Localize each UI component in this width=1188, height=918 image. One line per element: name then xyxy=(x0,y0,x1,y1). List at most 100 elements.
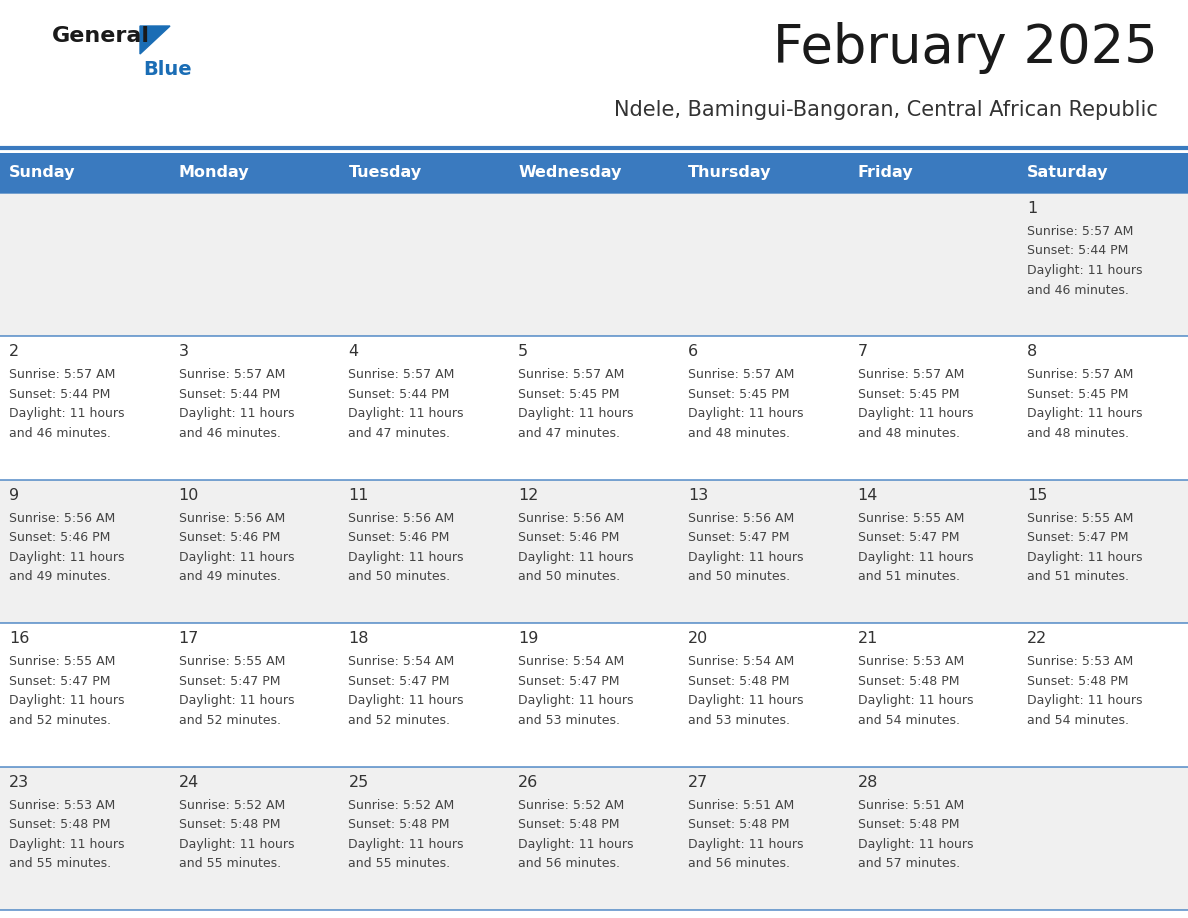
Bar xyxy=(0,623,1188,767)
Text: Daylight: 11 hours: Daylight: 11 hours xyxy=(518,837,633,851)
Text: 14: 14 xyxy=(858,487,878,503)
Bar xyxy=(0,480,1188,623)
Text: and 49 minutes.: and 49 minutes. xyxy=(10,570,110,583)
Bar xyxy=(0,193,1188,336)
Bar xyxy=(0,767,1188,910)
Text: Daylight: 11 hours: Daylight: 11 hours xyxy=(518,408,633,420)
Text: 12: 12 xyxy=(518,487,538,503)
Text: Sunrise: 5:57 AM: Sunrise: 5:57 AM xyxy=(688,368,795,381)
Text: Sunset: 5:44 PM: Sunset: 5:44 PM xyxy=(178,388,280,401)
Text: 9: 9 xyxy=(10,487,19,503)
Text: 15: 15 xyxy=(1028,487,1048,503)
Text: Sunrise: 5:53 AM: Sunrise: 5:53 AM xyxy=(858,655,963,668)
Text: Sunset: 5:45 PM: Sunset: 5:45 PM xyxy=(858,388,959,401)
Text: and 46 minutes.: and 46 minutes. xyxy=(1028,284,1129,297)
Text: and 55 minutes.: and 55 minutes. xyxy=(10,857,112,870)
Text: and 52 minutes.: and 52 minutes. xyxy=(178,713,280,727)
Text: Sunset: 5:47 PM: Sunset: 5:47 PM xyxy=(10,675,110,688)
Text: 18: 18 xyxy=(348,632,369,646)
Text: Sunrise: 5:54 AM: Sunrise: 5:54 AM xyxy=(518,655,625,668)
Text: Sunset: 5:46 PM: Sunset: 5:46 PM xyxy=(10,532,110,544)
Text: Sunset: 5:48 PM: Sunset: 5:48 PM xyxy=(688,675,789,688)
Text: Sunrise: 5:51 AM: Sunrise: 5:51 AM xyxy=(688,799,794,812)
Polygon shape xyxy=(140,26,170,54)
Text: Wednesday: Wednesday xyxy=(518,165,621,181)
Text: Sunset: 5:47 PM: Sunset: 5:47 PM xyxy=(178,675,280,688)
Text: 8: 8 xyxy=(1028,344,1037,360)
Text: Sunrise: 5:57 AM: Sunrise: 5:57 AM xyxy=(178,368,285,381)
Text: Sunset: 5:47 PM: Sunset: 5:47 PM xyxy=(858,532,959,544)
Text: Sunrise: 5:51 AM: Sunrise: 5:51 AM xyxy=(858,799,963,812)
Text: Sunrise: 5:56 AM: Sunrise: 5:56 AM xyxy=(178,512,285,525)
Text: Tuesday: Tuesday xyxy=(348,165,422,181)
Text: Sunrise: 5:52 AM: Sunrise: 5:52 AM xyxy=(518,799,625,812)
Text: Sunrise: 5:57 AM: Sunrise: 5:57 AM xyxy=(1028,368,1133,381)
Text: Sunset: 5:48 PM: Sunset: 5:48 PM xyxy=(1028,675,1129,688)
Text: and 47 minutes.: and 47 minutes. xyxy=(518,427,620,440)
Text: and 48 minutes.: and 48 minutes. xyxy=(688,427,790,440)
Text: Sunset: 5:45 PM: Sunset: 5:45 PM xyxy=(518,388,620,401)
Text: Sunset: 5:48 PM: Sunset: 5:48 PM xyxy=(348,818,450,831)
Text: 17: 17 xyxy=(178,632,200,646)
Text: 22: 22 xyxy=(1028,632,1048,646)
Text: Sunrise: 5:57 AM: Sunrise: 5:57 AM xyxy=(1028,225,1133,238)
Text: Blue: Blue xyxy=(143,60,191,79)
Bar xyxy=(340,153,510,193)
Text: Sunrise: 5:57 AM: Sunrise: 5:57 AM xyxy=(348,368,455,381)
Text: and 52 minutes.: and 52 minutes. xyxy=(10,713,110,727)
Text: 2: 2 xyxy=(10,344,19,360)
Text: Daylight: 11 hours: Daylight: 11 hours xyxy=(858,408,973,420)
Text: Sunset: 5:48 PM: Sunset: 5:48 PM xyxy=(858,818,959,831)
Bar xyxy=(678,153,848,193)
Text: Sunset: 5:48 PM: Sunset: 5:48 PM xyxy=(518,818,620,831)
Text: Daylight: 11 hours: Daylight: 11 hours xyxy=(348,551,465,564)
Text: 25: 25 xyxy=(348,775,368,789)
Text: Sunrise: 5:56 AM: Sunrise: 5:56 AM xyxy=(10,512,115,525)
Text: 5: 5 xyxy=(518,344,529,360)
Text: and 52 minutes.: and 52 minutes. xyxy=(348,713,450,727)
Bar xyxy=(0,336,1188,480)
Text: Daylight: 11 hours: Daylight: 11 hours xyxy=(10,408,125,420)
Text: and 48 minutes.: and 48 minutes. xyxy=(1028,427,1130,440)
Text: Sunrise: 5:57 AM: Sunrise: 5:57 AM xyxy=(10,368,115,381)
Text: Sunrise: 5:56 AM: Sunrise: 5:56 AM xyxy=(518,512,625,525)
Text: 4: 4 xyxy=(348,344,359,360)
Text: and 56 minutes.: and 56 minutes. xyxy=(518,857,620,870)
Text: Daylight: 11 hours: Daylight: 11 hours xyxy=(1028,264,1143,277)
Text: Daylight: 11 hours: Daylight: 11 hours xyxy=(858,837,973,851)
Text: Sunset: 5:47 PM: Sunset: 5:47 PM xyxy=(518,675,620,688)
Text: Sunrise: 5:57 AM: Sunrise: 5:57 AM xyxy=(858,368,963,381)
Text: and 53 minutes.: and 53 minutes. xyxy=(688,713,790,727)
Text: and 55 minutes.: and 55 minutes. xyxy=(178,857,280,870)
Text: Sunset: 5:44 PM: Sunset: 5:44 PM xyxy=(10,388,110,401)
Text: Daylight: 11 hours: Daylight: 11 hours xyxy=(348,837,465,851)
Bar xyxy=(510,153,678,193)
Text: and 49 minutes.: and 49 minutes. xyxy=(178,570,280,583)
Text: Daylight: 11 hours: Daylight: 11 hours xyxy=(178,408,295,420)
Text: Sunset: 5:46 PM: Sunset: 5:46 PM xyxy=(178,532,280,544)
Bar xyxy=(0,153,170,193)
Text: Daylight: 11 hours: Daylight: 11 hours xyxy=(688,694,803,707)
Text: 6: 6 xyxy=(688,344,699,360)
Text: 20: 20 xyxy=(688,632,708,646)
Text: Sunset: 5:44 PM: Sunset: 5:44 PM xyxy=(348,388,450,401)
Text: Sunrise: 5:56 AM: Sunrise: 5:56 AM xyxy=(688,512,794,525)
Text: Friday: Friday xyxy=(858,165,914,181)
Text: and 48 minutes.: and 48 minutes. xyxy=(858,427,960,440)
Text: Sunrise: 5:55 AM: Sunrise: 5:55 AM xyxy=(10,655,115,668)
Text: Saturday: Saturday xyxy=(1028,165,1108,181)
Text: Sunset: 5:48 PM: Sunset: 5:48 PM xyxy=(178,818,280,831)
Text: Sunrise: 5:56 AM: Sunrise: 5:56 AM xyxy=(348,512,455,525)
Text: Sunset: 5:47 PM: Sunset: 5:47 PM xyxy=(688,532,789,544)
Text: 3: 3 xyxy=(178,344,189,360)
Text: 21: 21 xyxy=(858,632,878,646)
Text: and 54 minutes.: and 54 minutes. xyxy=(1028,713,1130,727)
Text: Daylight: 11 hours: Daylight: 11 hours xyxy=(10,551,125,564)
Bar xyxy=(170,153,340,193)
Text: and 53 minutes.: and 53 minutes. xyxy=(518,713,620,727)
Text: Sunrise: 5:52 AM: Sunrise: 5:52 AM xyxy=(178,799,285,812)
Text: and 56 minutes.: and 56 minutes. xyxy=(688,857,790,870)
Text: Daylight: 11 hours: Daylight: 11 hours xyxy=(178,551,295,564)
Text: Sunset: 5:47 PM: Sunset: 5:47 PM xyxy=(348,675,450,688)
Text: Sunrise: 5:53 AM: Sunrise: 5:53 AM xyxy=(10,799,115,812)
